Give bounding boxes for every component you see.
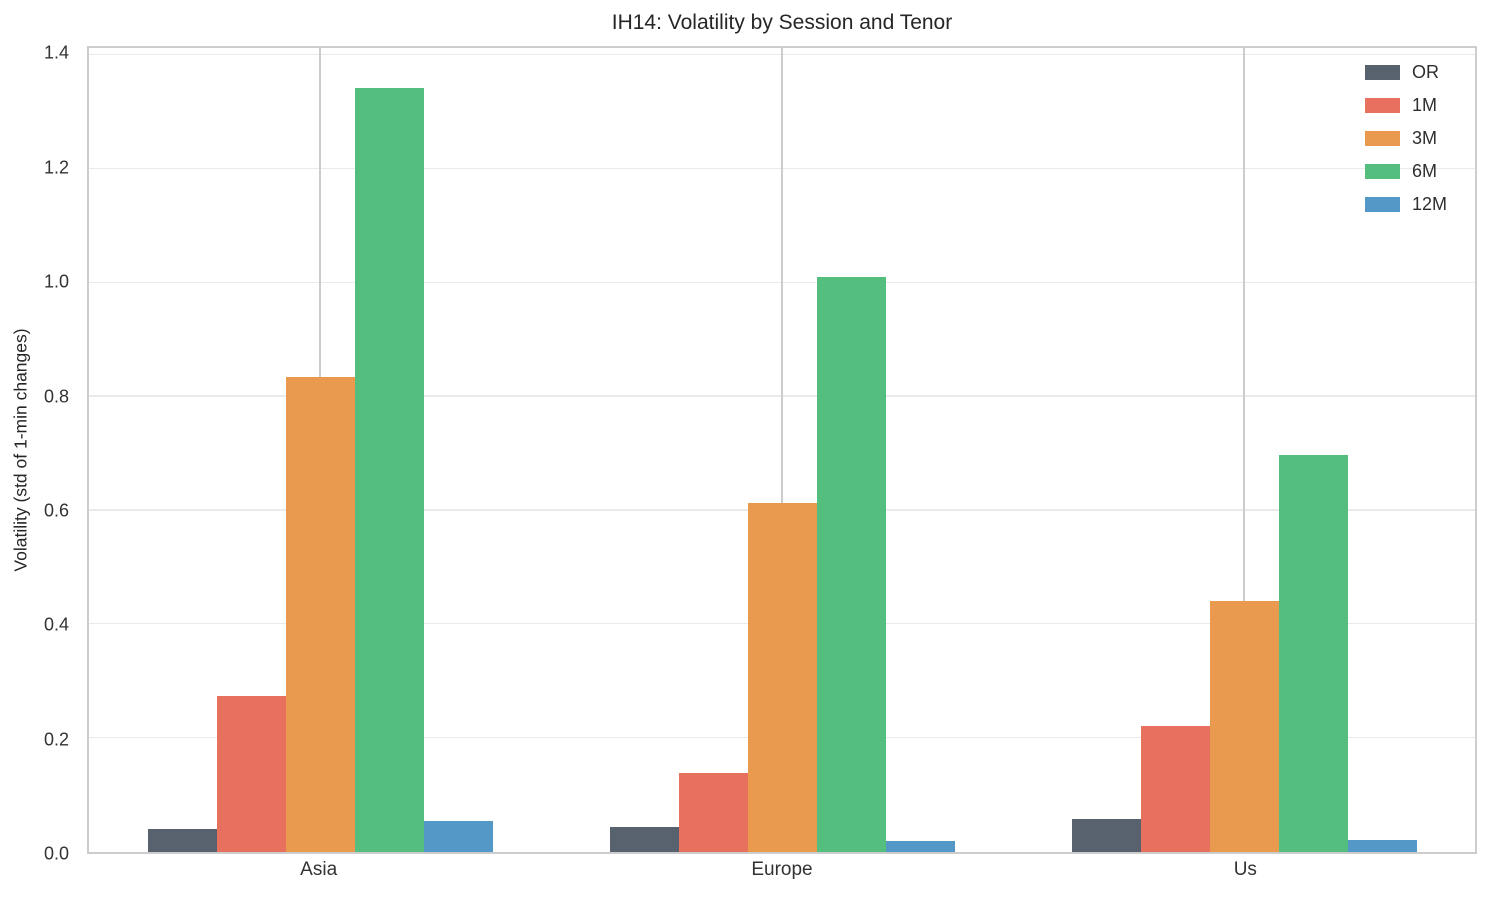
bar-groups bbox=[89, 48, 1475, 852]
x-axis-tick-labels: Asia Europe Us bbox=[87, 859, 1477, 881]
legend-label-1m: 1M bbox=[1411, 94, 1437, 115]
y-tick-label: 1.2 bbox=[43, 157, 69, 178]
y-tick-label: 1.4 bbox=[43, 42, 69, 63]
v-gridline-europe bbox=[781, 48, 783, 852]
y-tick-label: 0.6 bbox=[43, 500, 69, 521]
x-tick-label-asia: Asia bbox=[300, 859, 338, 880]
legend-swatch-12m bbox=[1364, 196, 1400, 212]
bar-us-12m bbox=[1347, 840, 1417, 852]
bar-us-1m bbox=[1140, 725, 1210, 852]
bar-europe-12m bbox=[885, 840, 955, 852]
plot-area: OR 1M 3M 6M 12M bbox=[87, 46, 1477, 854]
y-tick-label: 0.0 bbox=[43, 843, 69, 864]
bar-group-europe bbox=[551, 48, 1013, 852]
legend-label-12m: 12M bbox=[1411, 193, 1447, 214]
legend-item-12m: 12M bbox=[1364, 193, 1447, 215]
bar-group-us bbox=[1013, 48, 1475, 852]
legend-swatch-or bbox=[1364, 64, 1400, 80]
legend-swatch-6m bbox=[1364, 163, 1400, 179]
bar-europe-3m bbox=[747, 503, 817, 852]
bar-asia-6m bbox=[354, 88, 424, 852]
y-tick-label: 0.8 bbox=[43, 386, 69, 407]
y-tick-label: 0.4 bbox=[43, 614, 69, 635]
legend-item-6m: 6M bbox=[1364, 160, 1447, 182]
y-tick-label: 0.2 bbox=[43, 729, 69, 750]
bar-europe-1m bbox=[678, 772, 748, 852]
x-tick-label-us: Us bbox=[1233, 859, 1257, 880]
x-tick-label-europe: Europe bbox=[751, 859, 813, 880]
legend-item-1m: 1M bbox=[1364, 94, 1447, 116]
bar-us-6m bbox=[1278, 454, 1348, 852]
bar-asia-12m bbox=[423, 820, 493, 852]
legend-item-3m: 3M bbox=[1364, 127, 1447, 149]
legend-swatch-1m bbox=[1364, 97, 1400, 113]
v-gridline-us bbox=[1243, 48, 1245, 852]
y-tick-label: 1.0 bbox=[43, 271, 69, 292]
legend-label-or: OR bbox=[1411, 61, 1439, 82]
legend: OR 1M 3M 6M 12M bbox=[1364, 61, 1447, 226]
legend-label-3m: 3M bbox=[1411, 127, 1437, 148]
chart-title: IH14: Volatility by Session and Tenor bbox=[611, 11, 953, 34]
bar-group-asia bbox=[89, 48, 551, 852]
y-axis-tick-labels: 0.0 0.2 0.4 0.6 0.8 1.0 1.2 1.4 bbox=[0, 42, 79, 864]
bar-asia-1m bbox=[216, 696, 286, 852]
bar-asia-3m bbox=[285, 377, 355, 852]
legend-item-or: OR bbox=[1364, 61, 1447, 83]
bar-europe-6m bbox=[816, 276, 886, 852]
bar-us-or bbox=[1071, 819, 1141, 852]
legend-swatch-3m bbox=[1364, 130, 1400, 146]
bar-asia-or bbox=[147, 829, 217, 852]
legend-label-6m: 6M bbox=[1411, 160, 1437, 181]
bar-us-3m bbox=[1209, 600, 1279, 852]
bar-europe-or bbox=[609, 826, 679, 852]
